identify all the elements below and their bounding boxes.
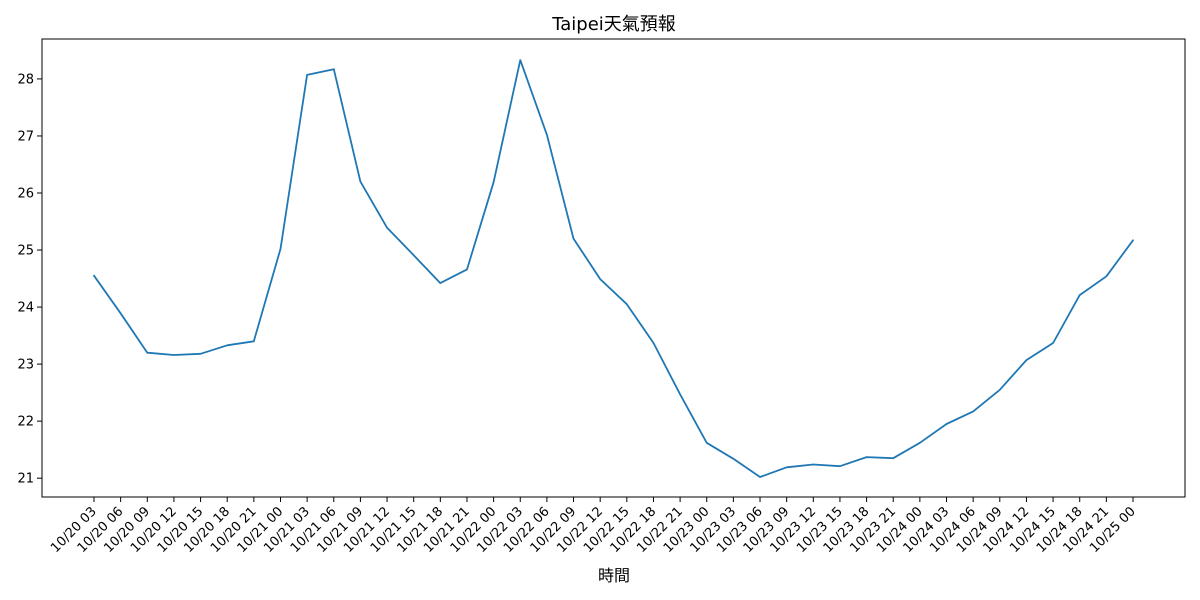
y-tick-label: 28: [17, 72, 34, 87]
x-axis-label: 時間: [598, 566, 630, 585]
y-tick-label: 21: [17, 472, 34, 487]
y-tick-label: 25: [17, 244, 34, 259]
y-axis: 21 22 23 24 25 26 27 28: [17, 72, 42, 487]
chart-title: Taipei天氣預報: [551, 14, 676, 35]
y-tick-label: 24: [17, 301, 34, 316]
series-line: [93, 59, 1134, 478]
plot-area: [41, 38, 1186, 498]
y-tick-label: 26: [17, 186, 34, 201]
y-tick-label: 27: [17, 129, 34, 144]
y-tick-label: 22: [17, 415, 34, 430]
y-tick-label: 23: [17, 358, 34, 373]
series-layer: [93, 59, 1134, 478]
